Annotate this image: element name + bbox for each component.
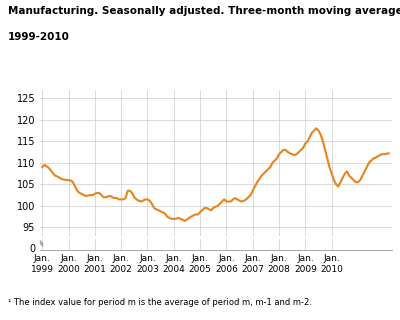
Text: 1999-2010: 1999-2010 xyxy=(8,32,70,42)
Text: ¹ The index value for period m is the average of period m, m-1 and m-2.: ¹ The index value for period m is the av… xyxy=(8,298,312,307)
Text: Manufacturing. Seasonally adjusted. Three-month moving average¹.: Manufacturing. Seasonally adjusted. Thre… xyxy=(8,6,400,16)
